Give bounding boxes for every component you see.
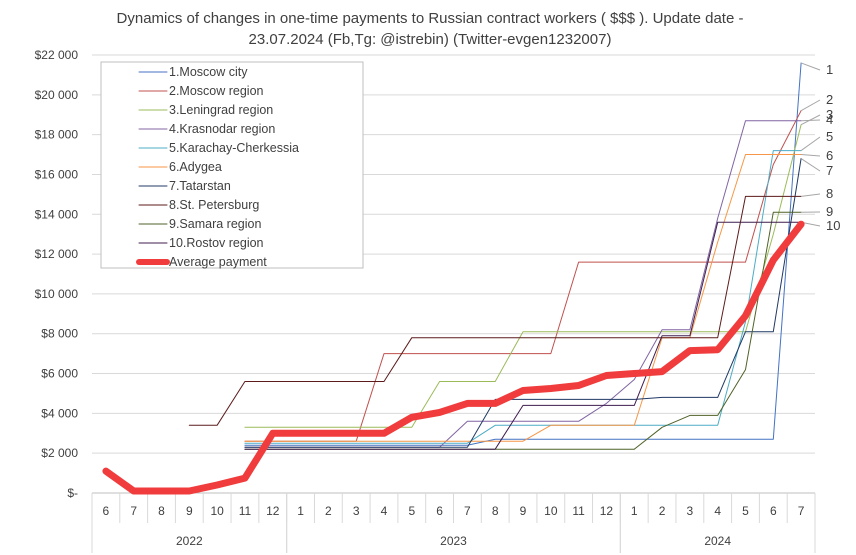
end-label: 1 (826, 62, 833, 77)
chart-title: Dynamics of changes in one-time payments… (60, 8, 800, 50)
series-line-7 (244, 158, 802, 448)
legend-entry: Average payment (169, 255, 267, 269)
end-label: 4 (826, 112, 833, 127)
x-tick-label: 8 (492, 504, 499, 518)
x-tick-label: 9 (186, 504, 193, 518)
y-tick-label: $18 000 (35, 128, 79, 142)
x-tick-label: 12 (266, 504, 280, 518)
legend-entry: 3.Leningrad region (169, 103, 273, 117)
x-tick-label: 11 (239, 504, 252, 518)
x-tick-label: 5 (742, 504, 749, 518)
x-tick-label: 5 (408, 504, 415, 518)
series-line-8 (188, 195, 802, 426)
legend-entry: 7.Tatarstan (169, 179, 231, 193)
series-line-10 (244, 221, 802, 450)
end-label-leader (800, 99, 821, 112)
x-tick-label: 3 (353, 504, 360, 518)
end-label: 10 (826, 218, 840, 233)
y-tick-label: $2 000 (41, 446, 78, 460)
end-label-leader (801, 154, 821, 157)
x-tick-label: 1 (631, 504, 638, 518)
x-tick-label: 3 (687, 504, 694, 518)
x-tick-label: 4 (381, 504, 388, 518)
x-tick-label: 2 (325, 504, 332, 518)
year-label: 2022 (176, 534, 203, 548)
x-tick-label: 7 (130, 504, 137, 518)
end-label-leader (800, 114, 821, 126)
y-tick-label: $16 000 (35, 167, 79, 181)
end-label: 2 (826, 92, 833, 107)
x-tick-label: 8 (158, 504, 165, 518)
series-line-average (102, 220, 805, 495)
x-tick-label: 10 (210, 504, 224, 518)
x-tick-label: 6 (770, 504, 777, 518)
x-tick-label: 7 (798, 504, 805, 518)
y-tick-label: $4 000 (41, 406, 78, 420)
y-tick-label: $6 000 (41, 367, 78, 381)
series-line-1 (244, 62, 802, 446)
end-label-leader (800, 62, 821, 71)
end-label: 5 (826, 129, 833, 144)
end-label-leader (801, 119, 821, 122)
x-tick-label: 4 (714, 504, 721, 518)
legend-entry: 8.St. Petersburg (169, 198, 259, 212)
end-label: 6 (826, 148, 833, 163)
legend-entry: 1.Moscow city (169, 65, 248, 79)
legend-entry: 5.Karachay-Cherkessia (169, 141, 299, 155)
year-label: 2023 (440, 534, 467, 548)
legend-box (100, 61, 364, 269)
chart-title-line1: Dynamics of changes in one-time payments… (116, 10, 744, 27)
end-label: 9 (826, 204, 833, 219)
y-tick-label: $22 000 (35, 48, 79, 62)
series-line-3 (244, 124, 802, 428)
x-tick-label: 2 (659, 504, 666, 518)
legend-entry: 10.Rostov region (169, 236, 264, 250)
y-tick-label: $12 000 (35, 247, 79, 261)
year-label: 2024 (704, 534, 731, 548)
end-label: 8 (826, 186, 833, 201)
x-tick-label: 6 (436, 504, 443, 518)
end-label-leader (801, 193, 821, 197)
x-tick-label: 6 (103, 504, 110, 518)
x-tick-label: 9 (520, 504, 527, 518)
y-tick-label: $- (67, 486, 78, 500)
series-line-5 (244, 150, 802, 444)
legend-entry: 6.Adygea (169, 160, 222, 174)
y-tick-label: $8 000 (41, 327, 78, 341)
x-tick-label: 7 (464, 504, 471, 518)
x-tick-label: 11 (572, 504, 585, 518)
legend-entry: 9.Samara region (169, 217, 261, 231)
legend-entry: 2.Moscow region (169, 84, 264, 98)
end-label-leader (800, 158, 821, 172)
y-tick-label: $14 000 (35, 207, 79, 221)
series-line-6 (244, 154, 802, 442)
x-tick-label: 1 (297, 504, 304, 518)
end-label: 3 (826, 107, 833, 122)
y-tick-label: $20 000 (35, 88, 79, 102)
end-label: 7 (826, 163, 833, 178)
chart-title-line2: 23.07.2024 (Fb,Tg: @istrebin) (Twitter-e… (248, 31, 612, 48)
x-tick-label: 10 (544, 504, 558, 518)
x-tick-label: 12 (600, 504, 614, 518)
y-tick-label: $10 000 (35, 287, 79, 301)
legend-entry: 4.Krasnodar region (169, 122, 275, 136)
end-label-leader (800, 136, 821, 151)
